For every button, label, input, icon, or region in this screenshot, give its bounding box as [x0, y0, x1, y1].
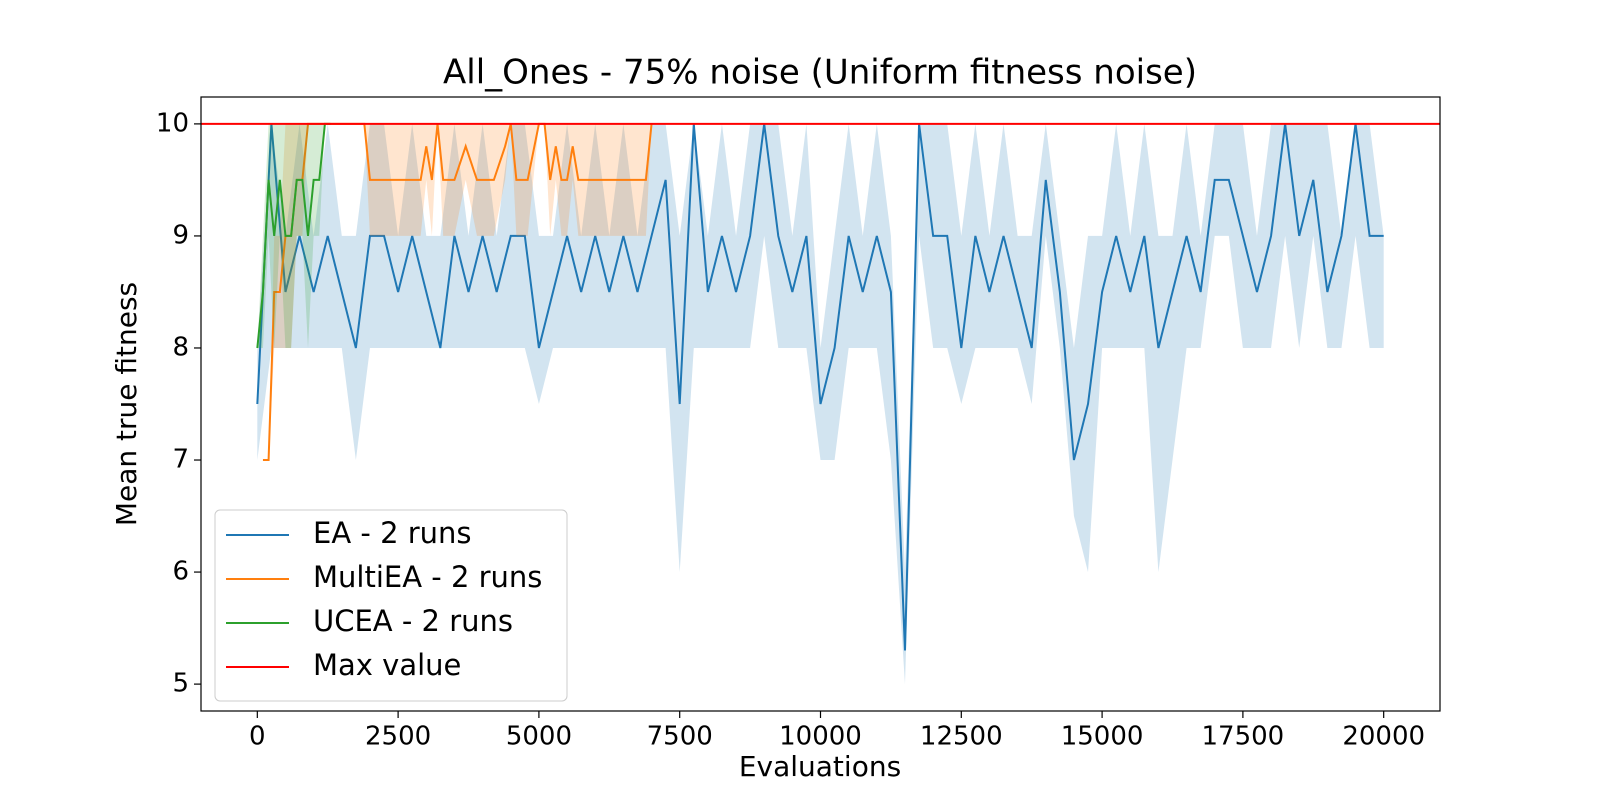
- legend: EA - 2 runs MultiEA - 2 runs UCEA - 2 runs…: [214, 509, 568, 702]
- x-axis-label: Evaluations: [739, 750, 901, 783]
- x-tick-label: 12500: [920, 722, 1003, 752]
- y-tick-label: 6: [172, 557, 189, 587]
- x-tick-label: 17500: [1202, 722, 1285, 752]
- legend-label: EA - 2 runs: [313, 516, 472, 550]
- band: [262, 123, 652, 461]
- series-line: [256, 123, 1384, 651]
- x-tick-label: 2500: [365, 722, 431, 752]
- legend-label: UCEA - 2 runs: [313, 604, 513, 638]
- y-tick-label: 10: [156, 108, 189, 138]
- y-tick-label: 8: [172, 332, 189, 362]
- plot-area: [201, 122, 1440, 685]
- y-axis-label: Mean true fitness: [110, 282, 143, 526]
- x-tick-label: 20000: [1342, 722, 1425, 752]
- y-tick-label: 9: [172, 220, 189, 250]
- legend-label: MultiEA - 2 runs: [313, 560, 542, 594]
- legend-box: [214, 509, 568, 702]
- x-tick-label: 5000: [506, 722, 572, 752]
- x-tick-label: 0: [249, 722, 266, 752]
- x-tick-label: 10000: [779, 722, 862, 752]
- chart-title: All_Ones - 75% noise (Uniform fitness no…: [443, 53, 1197, 93]
- band: [257, 123, 331, 348]
- x-tick-label: 7500: [647, 722, 713, 752]
- x-tick-label: 15000: [1061, 722, 1144, 752]
- y-tick-label: 7: [172, 445, 189, 475]
- legend-label: Max value: [313, 648, 461, 682]
- y-tick-label: 5: [172, 669, 189, 699]
- series-line: [256, 122, 331, 349]
